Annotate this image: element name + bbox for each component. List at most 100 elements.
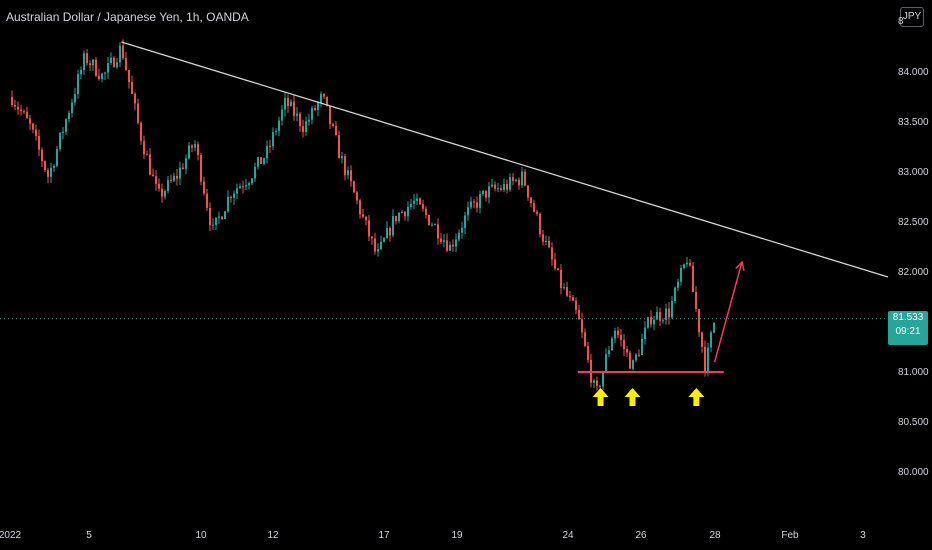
candle-body (338, 135, 340, 159)
candle-body (410, 203, 412, 208)
projection-arrow-head (735, 260, 745, 271)
candle-body (47, 170, 49, 177)
candle-body (632, 360, 634, 369)
last-price-tag: 81.533 09:21 (888, 311, 928, 345)
up-arrow-icon (592, 388, 609, 406)
candle-body (359, 200, 361, 215)
candle-body (332, 124, 334, 126)
candle-body (218, 216, 220, 218)
candle-body (170, 179, 172, 181)
candle-body (125, 58, 127, 70)
candle-body (704, 346, 706, 372)
candle-body (398, 212, 400, 222)
candle-body (437, 224, 439, 239)
candle-body (677, 281, 679, 288)
candle-body (173, 175, 175, 181)
candle-body (413, 200, 415, 204)
candle-body (122, 45, 124, 59)
candle-body (278, 120, 280, 132)
candle-body (497, 188, 499, 190)
candle-body (485, 190, 487, 198)
candle-body (98, 75, 100, 80)
y-tick-label: 82.000 (898, 267, 929, 278)
candle-body (569, 295, 571, 298)
candle-body (491, 184, 493, 187)
candle-body (644, 327, 646, 339)
candle-body (449, 244, 451, 251)
candle-body (146, 154, 148, 156)
candle-body (311, 107, 313, 120)
candle-body (215, 217, 217, 225)
x-tick-label: 26 (635, 530, 647, 541)
candle-body (515, 179, 517, 181)
candle-body (251, 178, 253, 184)
candle-body (92, 59, 94, 66)
candle-body (140, 122, 142, 141)
candle-body (653, 319, 655, 325)
candle-body (269, 145, 271, 147)
candle-body (587, 345, 589, 360)
candle-body (83, 53, 85, 70)
candle-body (242, 186, 244, 188)
candle-body (602, 371, 604, 387)
candle-body (110, 57, 112, 64)
candle-body (713, 322, 715, 333)
y-tick-label: 84.000 (898, 67, 929, 78)
y-tick-label: 83.500 (898, 117, 929, 128)
candle-body (542, 234, 544, 242)
candle-body (314, 107, 316, 110)
candle-body (227, 196, 229, 212)
candle-body (659, 311, 661, 321)
candle-body (479, 194, 481, 208)
up-arrow-icon (688, 388, 705, 406)
candle-body (593, 380, 595, 383)
candle-body (197, 144, 199, 156)
currency-button[interactable]: JPY (900, 7, 924, 27)
candle-body (68, 113, 70, 120)
candle-body (350, 170, 352, 182)
candle-body (248, 183, 250, 186)
y-tick-label: 81.000 (898, 367, 929, 378)
candle-body (101, 73, 103, 80)
y-tick-label: 80.500 (898, 417, 929, 428)
candle-body (581, 319, 583, 333)
candle-body (107, 63, 109, 73)
candle-body (701, 332, 703, 347)
candle-body (266, 145, 268, 159)
candle-body (611, 338, 613, 351)
candle-body (182, 167, 184, 169)
candle-body (614, 330, 616, 339)
candle-body (473, 201, 475, 203)
candle-body (407, 207, 409, 217)
candle-body (320, 93, 322, 103)
candle-body (563, 287, 565, 289)
candle-body (353, 181, 355, 193)
candle-body (368, 220, 370, 237)
x-tick-label: 24 (562, 530, 574, 541)
candle-body (308, 119, 310, 122)
candle-body (635, 354, 637, 361)
candle-body (116, 62, 118, 68)
candle-body (233, 193, 235, 198)
candle-body (686, 262, 688, 265)
candle-body (401, 211, 403, 213)
x-tick-label: 10 (195, 530, 207, 541)
candle-body (11, 97, 13, 105)
candle-body (317, 102, 319, 110)
candle-body (695, 292, 697, 310)
up-arrow-icon (624, 388, 641, 406)
candle-body (176, 175, 178, 179)
candle-body (443, 240, 445, 242)
candle-body (290, 101, 292, 107)
candle-body (530, 197, 532, 204)
x-tick-label: 12 (267, 530, 279, 541)
candle-body (137, 103, 139, 123)
candle-body (62, 131, 64, 133)
candle-body (668, 308, 670, 318)
candle-body (152, 174, 154, 177)
candle-body (455, 239, 457, 247)
candle-body (329, 105, 331, 125)
x-tick-label: 28 (709, 530, 721, 541)
candle-body (95, 59, 97, 76)
